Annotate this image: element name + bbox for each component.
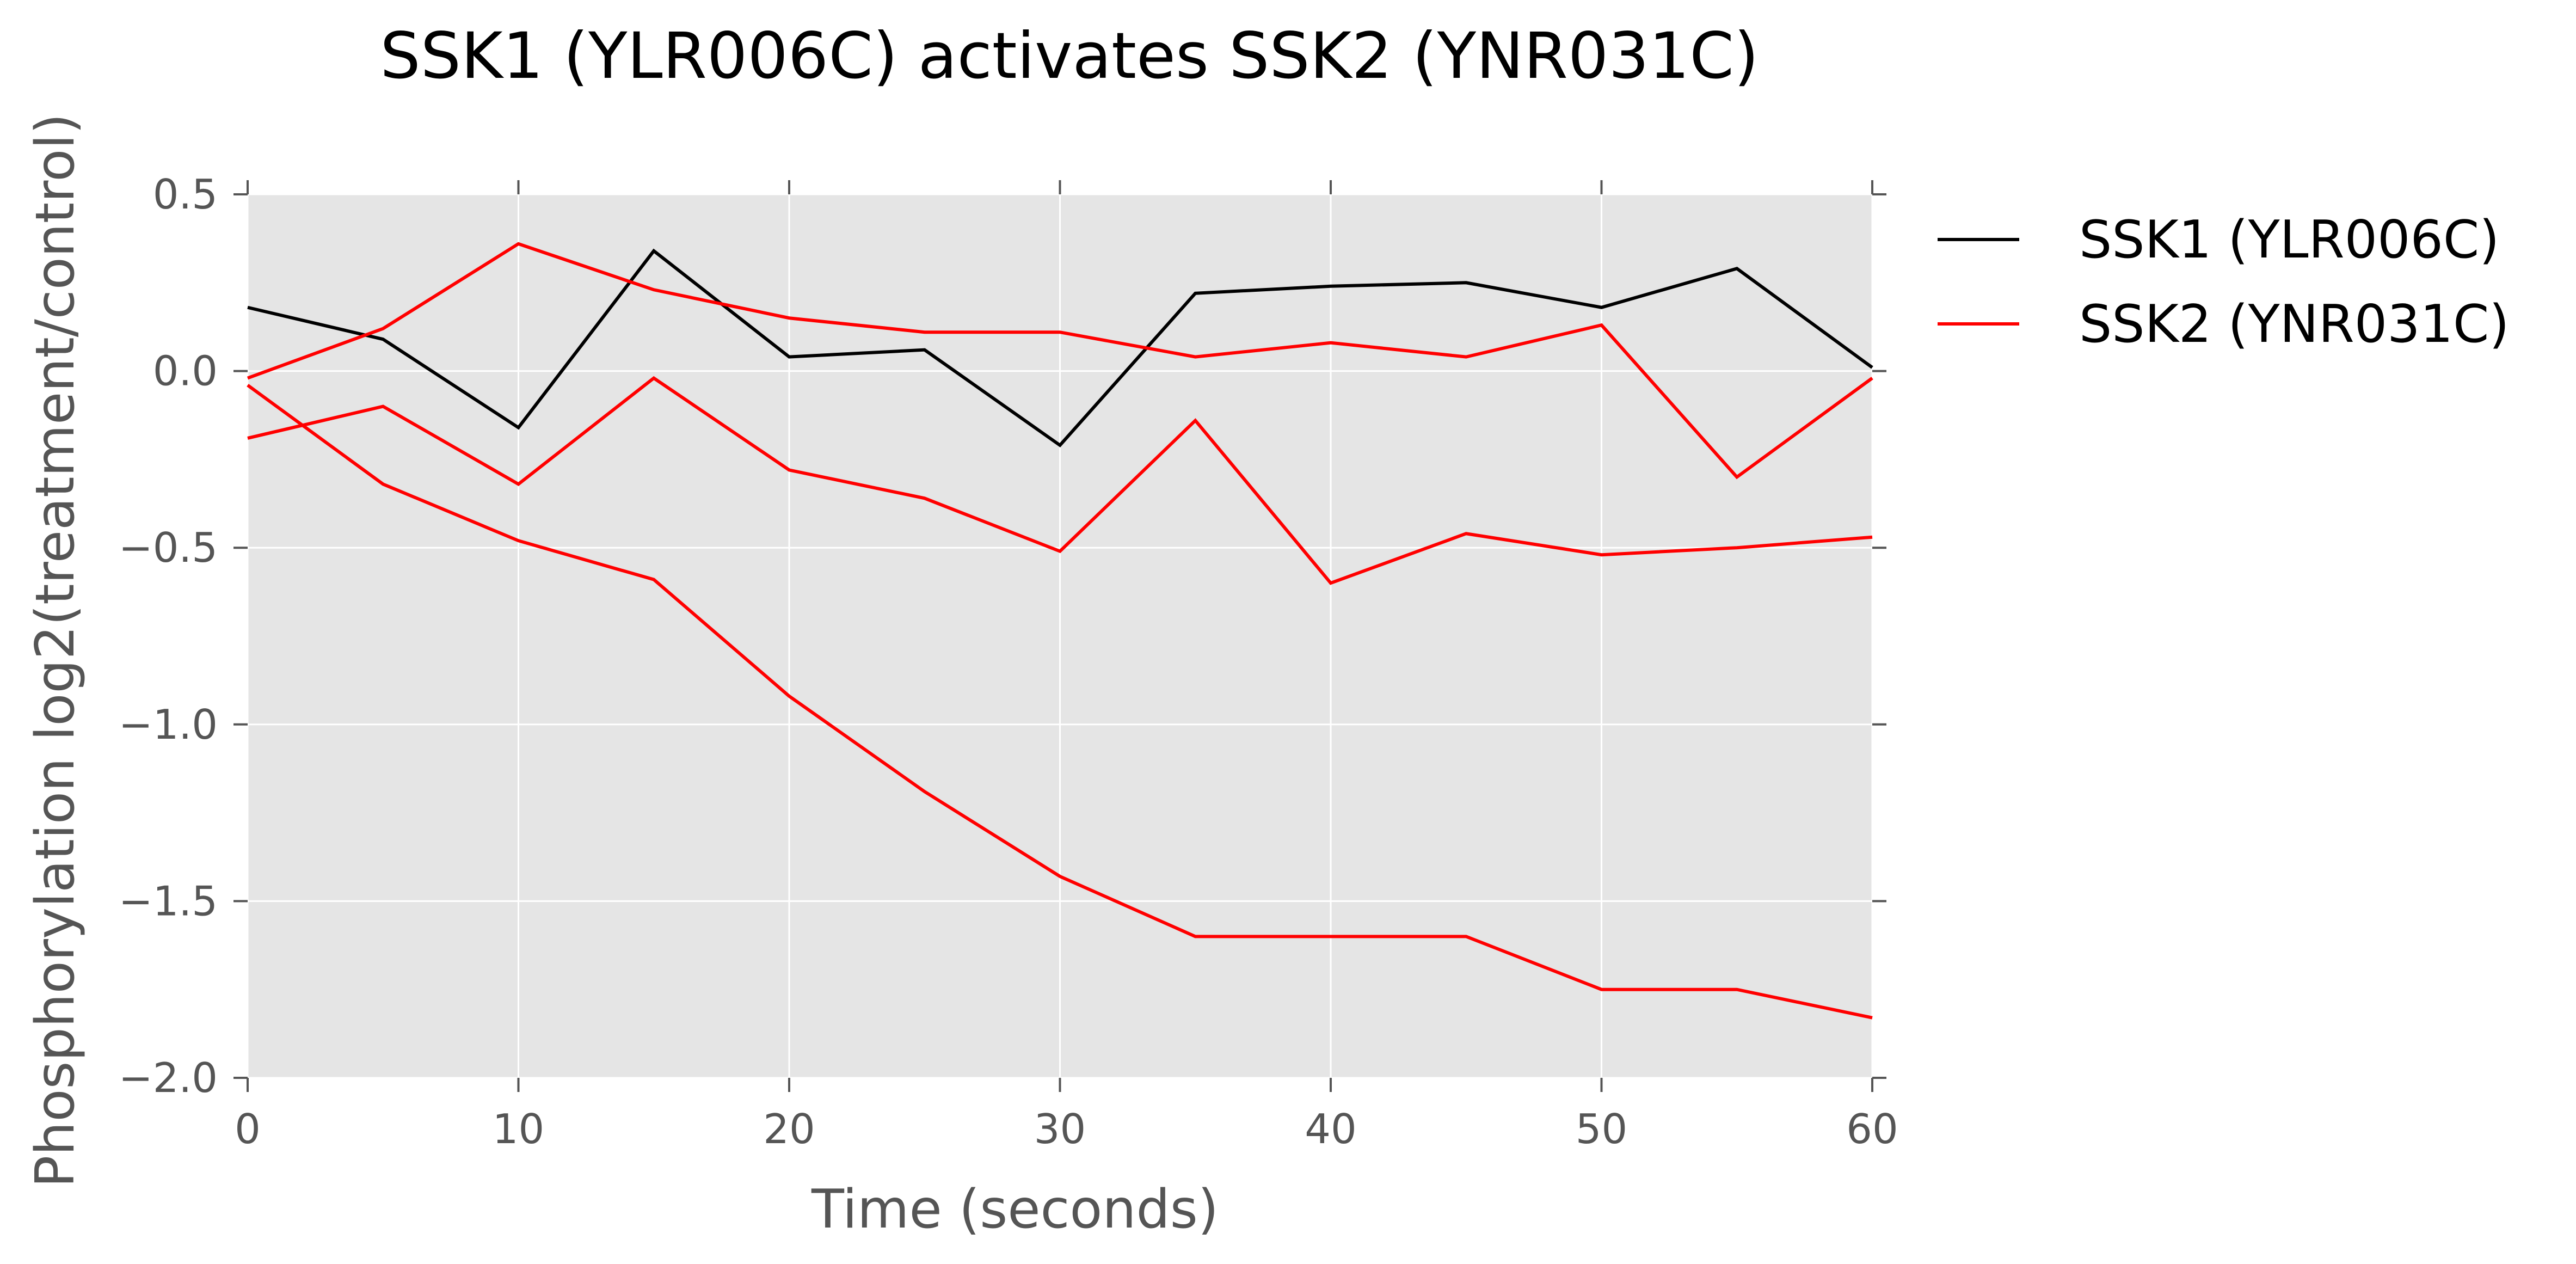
y-tick-label: 0.0 <box>153 347 218 395</box>
x-tick-label: 60 <box>1846 1105 1898 1153</box>
y-tick-label: −1.0 <box>119 701 218 748</box>
y-tick-label: −2.0 <box>119 1054 218 1102</box>
y-tick-label: −0.5 <box>119 524 218 572</box>
series-line-3 <box>247 376 1873 585</box>
y-tick-label: 0.5 <box>153 170 218 218</box>
series-line-4 <box>247 384 1873 1020</box>
x-tick-label: 0 <box>235 1105 261 1153</box>
legend: SSK1 (YLR006C) SSK2 (YNR031C) <box>1938 210 2509 354</box>
legend-label: SSK1 (YLR006C) <box>2079 210 2499 270</box>
series-lines <box>247 242 1873 1020</box>
chart-title: SSK1 (YLR006C) activates SSK2 (YNR031C) <box>380 19 1759 93</box>
legend-label: SSK2 (YNR031C) <box>2079 294 2509 354</box>
axis-ticks <box>233 180 1886 1092</box>
y-axis-label: Phosphorylation log2(treatment/control) <box>24 113 87 1188</box>
x-tick-label: 30 <box>1034 1105 1086 1153</box>
x-tick-label: 10 <box>493 1105 544 1153</box>
series-line-1 <box>247 248 1873 447</box>
series-line-2 <box>247 242 1873 480</box>
x-tick-label: 50 <box>1576 1105 1627 1153</box>
x-tick-label: 20 <box>763 1105 815 1153</box>
x-tick-label: 40 <box>1305 1105 1356 1153</box>
x-axis-label: Time (seconds) <box>811 1179 1219 1241</box>
y-tick-label: −1.5 <box>119 877 218 925</box>
tick-labels: 0 10 20 30 40 50 60 0.5 0.0 −0.5 −1.0 −1.5 −2.0 <box>119 170 1898 1153</box>
